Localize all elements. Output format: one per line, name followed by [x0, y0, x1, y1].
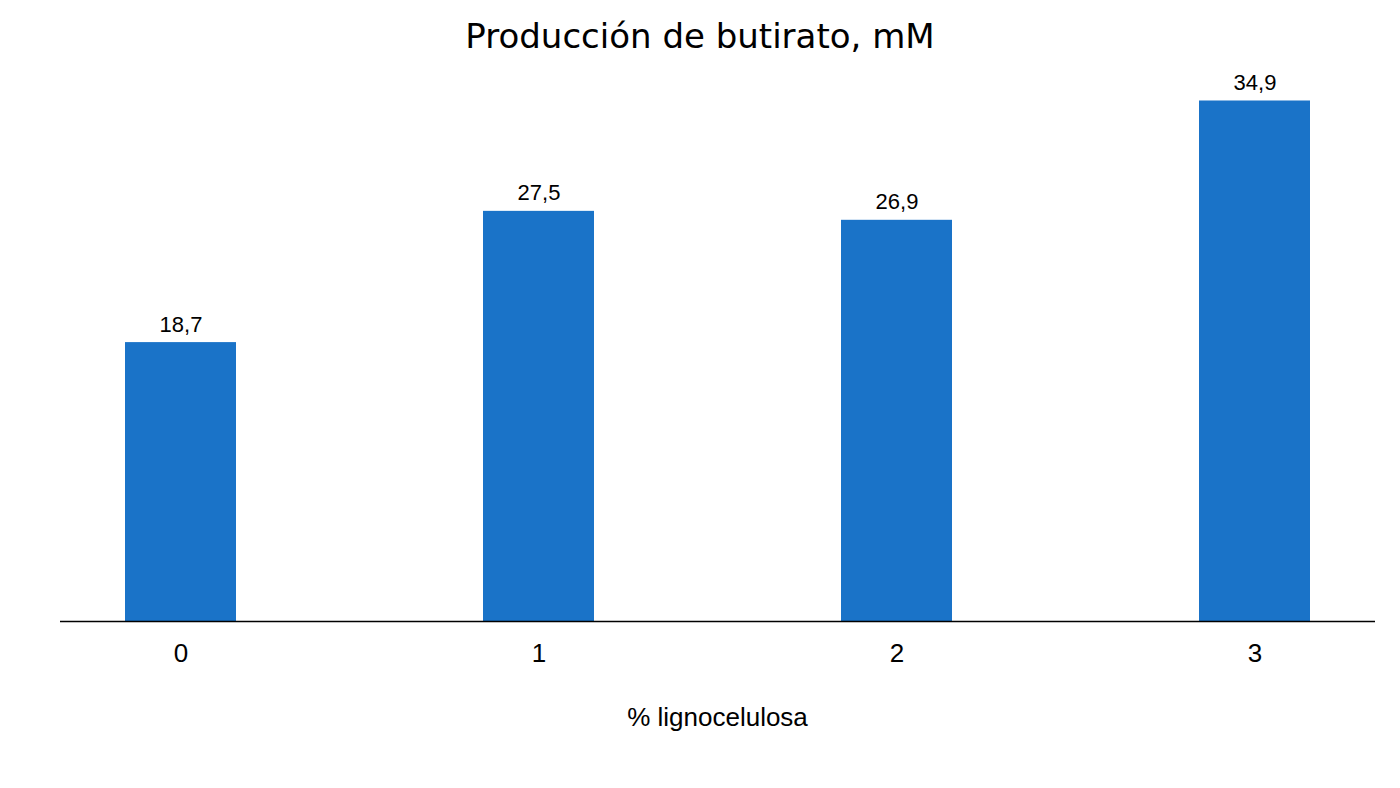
svg-text:18,7: 18,7 — [160, 312, 203, 337]
html-text:% lignocelulosa: % lignocelulosa — [627, 702, 808, 732]
svg-text:0: 0 — [174, 638, 188, 668]
svg-text:3: 3 — [1248, 638, 1262, 668]
svg-text:27,5: 27,5 — [518, 180, 561, 205]
html-text:Producción de butirato, mM: Producción de butirato, mM — [465, 16, 935, 56]
svg-text:1: 1 — [532, 638, 546, 668]
svg-text:26,9: 26,9 — [876, 189, 919, 214]
svg-text:34,9: 34,9 — [1234, 70, 1277, 95]
svg-text:2: 2 — [890, 638, 904, 668]
